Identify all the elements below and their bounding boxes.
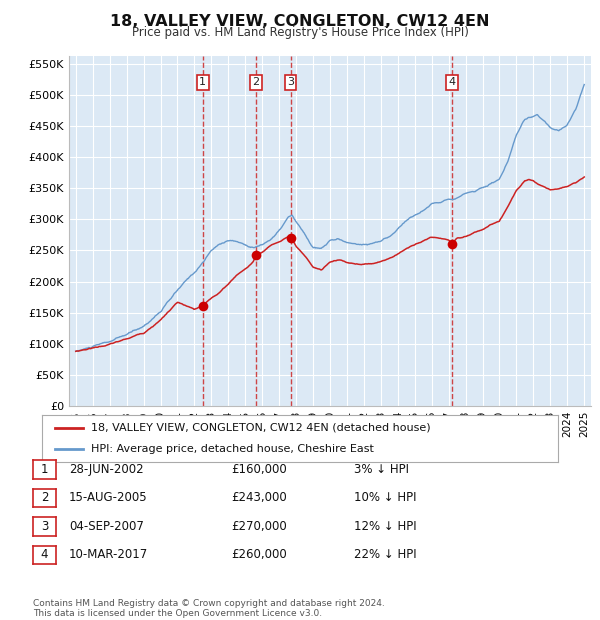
Text: 10-MAR-2017: 10-MAR-2017 [69, 549, 148, 561]
Text: 3: 3 [287, 78, 294, 87]
Text: Price paid vs. HM Land Registry's House Price Index (HPI): Price paid vs. HM Land Registry's House … [131, 26, 469, 39]
Text: 15-AUG-2005: 15-AUG-2005 [69, 492, 148, 504]
Text: 2: 2 [41, 492, 48, 504]
Text: £243,000: £243,000 [231, 492, 287, 504]
Text: 28-JUN-2002: 28-JUN-2002 [69, 463, 143, 476]
Text: 10% ↓ HPI: 10% ↓ HPI [354, 492, 416, 504]
Text: 18, VALLEY VIEW, CONGLETON, CW12 4EN (detached house): 18, VALLEY VIEW, CONGLETON, CW12 4EN (de… [91, 423, 431, 433]
Text: Contains HM Land Registry data © Crown copyright and database right 2024.
This d: Contains HM Land Registry data © Crown c… [33, 599, 385, 618]
Text: £270,000: £270,000 [231, 520, 287, 533]
Text: 4: 4 [41, 549, 48, 561]
Text: 12% ↓ HPI: 12% ↓ HPI [354, 520, 416, 533]
Text: 1: 1 [41, 463, 48, 476]
Text: 3: 3 [41, 520, 48, 533]
Text: 4: 4 [448, 78, 455, 87]
Text: £260,000: £260,000 [231, 549, 287, 561]
Text: 18, VALLEY VIEW, CONGLETON, CW12 4EN: 18, VALLEY VIEW, CONGLETON, CW12 4EN [110, 14, 490, 29]
Text: 2: 2 [252, 78, 259, 87]
Text: HPI: Average price, detached house, Cheshire East: HPI: Average price, detached house, Ches… [91, 445, 374, 454]
Text: 1: 1 [199, 78, 206, 87]
Text: 22% ↓ HPI: 22% ↓ HPI [354, 549, 416, 561]
Text: £160,000: £160,000 [231, 463, 287, 476]
Text: 3% ↓ HPI: 3% ↓ HPI [354, 463, 409, 476]
Text: 04-SEP-2007: 04-SEP-2007 [69, 520, 144, 533]
